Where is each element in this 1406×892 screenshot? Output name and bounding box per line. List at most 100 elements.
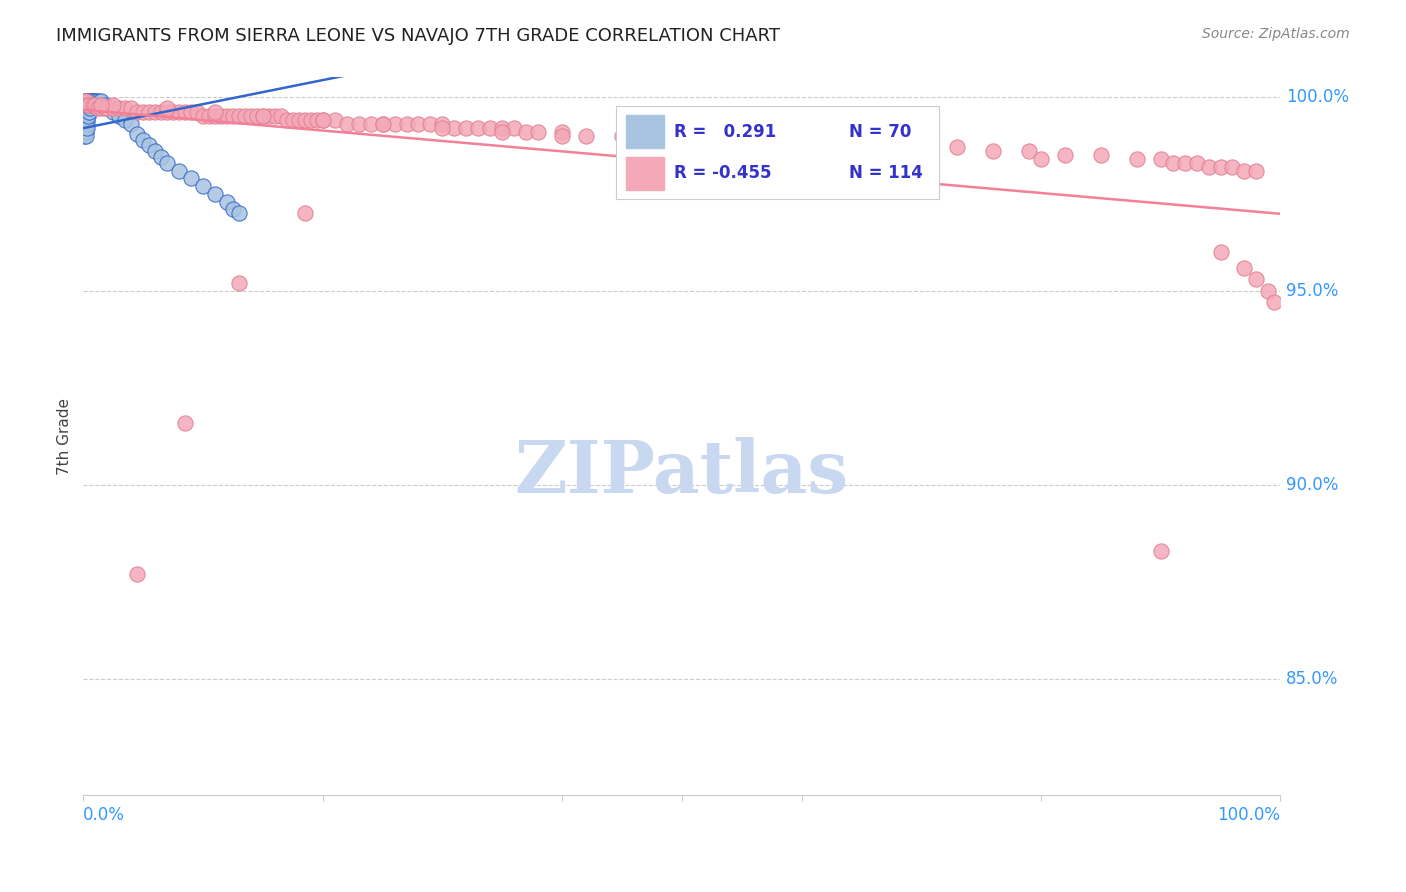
Point	[312, 113, 335, 128]
Point	[827, 136, 849, 151]
Point	[76, 109, 98, 123]
Point	[73, 125, 96, 139]
Point	[76, 102, 98, 116]
Point	[946, 140, 969, 154]
Point	[174, 416, 197, 430]
Point	[198, 109, 221, 123]
Point	[281, 113, 304, 128]
Point	[120, 102, 142, 116]
Point	[551, 125, 574, 139]
Point	[1150, 543, 1173, 558]
Point	[79, 97, 101, 112]
Point	[790, 132, 813, 146]
Point	[73, 113, 96, 128]
Point	[305, 113, 328, 128]
Text: IMMIGRANTS FROM SIERRA LEONE VS NAVAJO 7TH GRADE CORRELATION CHART: IMMIGRANTS FROM SIERRA LEONE VS NAVAJO 7…	[56, 27, 780, 45]
Point	[910, 140, 932, 154]
Point	[90, 102, 112, 116]
Point	[73, 120, 96, 135]
Point	[479, 120, 502, 135]
Point	[77, 105, 100, 120]
Point	[287, 113, 309, 128]
Point	[299, 113, 322, 128]
Point	[127, 127, 149, 141]
Text: ZIPatlas: ZIPatlas	[515, 437, 849, 508]
Point	[84, 94, 107, 108]
Point	[443, 120, 465, 135]
Point	[132, 132, 155, 146]
Point	[191, 179, 214, 194]
Point	[1233, 163, 1256, 178]
Point	[73, 102, 96, 116]
Point	[86, 102, 108, 116]
Point	[228, 109, 250, 123]
Point	[1018, 144, 1040, 158]
Point	[77, 102, 100, 116]
Point	[150, 150, 173, 164]
Point	[610, 128, 633, 143]
Point	[419, 117, 441, 131]
Point	[90, 97, 112, 112]
Point	[77, 105, 100, 120]
Point	[167, 105, 190, 120]
Point	[150, 105, 173, 120]
Point	[1222, 160, 1244, 174]
Point	[114, 102, 136, 116]
Point	[1246, 272, 1268, 286]
Point	[167, 163, 190, 178]
Point	[84, 97, 107, 112]
Text: Source: ZipAtlas.com: Source: ZipAtlas.com	[1202, 27, 1350, 41]
Point	[215, 194, 238, 209]
Point	[1125, 152, 1147, 166]
Point	[75, 97, 97, 112]
Point	[75, 94, 97, 108]
Point	[73, 94, 96, 108]
Point	[103, 97, 125, 112]
Point	[96, 102, 118, 116]
Point	[228, 276, 250, 290]
Point	[467, 120, 489, 135]
Point	[120, 117, 142, 131]
Point	[1209, 245, 1232, 260]
Point	[1053, 148, 1076, 162]
Point	[103, 105, 125, 120]
Point	[408, 117, 430, 131]
Point	[491, 120, 513, 135]
Point	[76, 113, 98, 128]
Point	[94, 102, 117, 116]
Point	[76, 97, 98, 112]
Point	[73, 105, 96, 120]
Point	[75, 113, 97, 128]
Point	[1029, 152, 1052, 166]
Point	[94, 97, 117, 112]
Point	[755, 132, 778, 146]
Point	[76, 94, 98, 108]
Point	[515, 125, 537, 139]
Point	[76, 105, 98, 120]
Point	[73, 109, 96, 123]
Point	[384, 117, 406, 131]
Point	[503, 120, 526, 135]
Point	[75, 120, 97, 135]
Point	[75, 128, 97, 143]
Point	[209, 109, 232, 123]
Point	[73, 128, 96, 143]
Point	[75, 117, 97, 131]
Point	[80, 97, 103, 112]
Point	[371, 117, 394, 131]
Text: 100.0%: 100.0%	[1218, 806, 1281, 824]
Point	[77, 94, 100, 108]
Text: 85.0%: 85.0%	[1286, 670, 1339, 688]
Point	[551, 128, 574, 143]
Point	[233, 109, 256, 123]
Point	[1185, 156, 1208, 170]
Point	[76, 117, 98, 131]
Point	[647, 128, 669, 143]
Point	[83, 94, 105, 108]
Point	[180, 171, 202, 186]
Point	[1257, 284, 1279, 298]
Point	[204, 186, 226, 201]
Point	[174, 105, 197, 120]
Point	[862, 136, 884, 151]
Point	[143, 144, 166, 158]
